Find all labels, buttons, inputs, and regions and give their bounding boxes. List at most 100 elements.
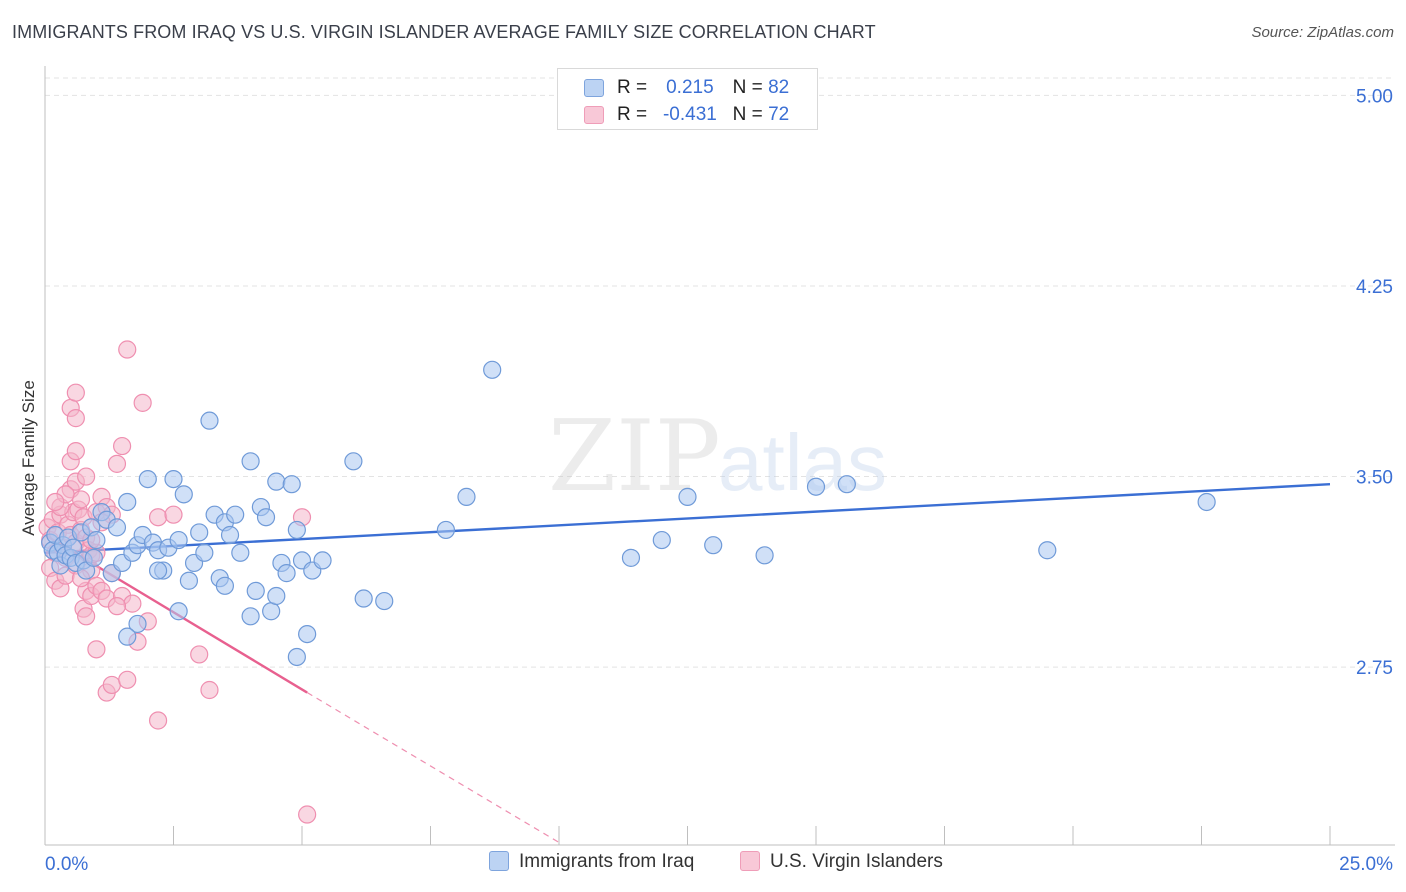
iraq-point (837, 475, 856, 494)
iraq-point (231, 543, 250, 562)
iraq-point (267, 586, 286, 606)
y-tick-label: 4.25 (1356, 277, 1393, 298)
virgin-islander-point (107, 454, 127, 473)
iraq-point (282, 475, 301, 494)
iraq-point (241, 452, 260, 471)
bottom-legend-label: Immigrants from Iraq (519, 851, 695, 872)
y-axis-label: Average Family Size (19, 380, 38, 536)
legend-n-label: N = (732, 104, 763, 125)
iraq-point (256, 508, 276, 527)
bottom-legend-label: U.S. Virgin Islanders (770, 851, 943, 872)
data-points (38, 340, 1216, 824)
x-tick-label: 0.0% (45, 854, 88, 875)
iraq-point (298, 624, 317, 644)
virgin-islander-point (71, 490, 91, 509)
legend-r-label: R = (617, 104, 648, 125)
virgin-islander-point (298, 805, 317, 824)
virgin-islander-point (164, 505, 183, 524)
iraq-point (169, 602, 188, 621)
iraq-point (344, 452, 363, 471)
iraq-point (246, 581, 265, 601)
virgin-islander-point (133, 393, 152, 412)
grid-lines (45, 77, 1395, 668)
iraq-point (262, 602, 281, 621)
iraq-point (806, 477, 826, 496)
iraq-point (436, 520, 456, 540)
virgin-islander-point (77, 607, 96, 626)
iraq-point (138, 469, 157, 489)
virgin-islander-point (87, 640, 106, 659)
axes (44, 66, 1395, 846)
y-tick-label: 2.75 (1356, 658, 1393, 679)
legend-n-label: N = (732, 77, 763, 98)
legend-r-label: R = (617, 77, 648, 98)
iraq-point (190, 523, 209, 542)
virgin-islander-point (102, 675, 121, 695)
watermark-atlas: atlas (718, 418, 887, 507)
legend-r-value: 0.215 (666, 77, 714, 98)
bottom-legend-iraq: Immigrants from Iraq (489, 851, 694, 873)
iraq-point (755, 546, 774, 565)
y-tick-label: 3.50 (1356, 468, 1393, 489)
iraq-point (457, 487, 476, 506)
iraq-point (287, 520, 306, 540)
iraq-point (128, 614, 147, 634)
virgin-islander-point (118, 670, 137, 689)
bottom-legend-swatch-pink (740, 851, 760, 871)
virgin-islander-point (123, 594, 142, 613)
iraq-point (164, 469, 183, 489)
iraq-point (483, 360, 502, 379)
chart-title: IMMIGRANTS FROM IRAQ VS U.S. VIRGIN ISLA… (12, 22, 876, 42)
iraq-point (220, 525, 240, 545)
iraq-point (287, 647, 306, 667)
virgin-islander-point (148, 508, 168, 527)
iraq-point (267, 472, 286, 491)
x-tick-label: 25.0% (1339, 854, 1393, 875)
iraq-point (107, 518, 127, 537)
axis-labels: 2.75 3.50 4.25 5.00 0.0% 25.0% Average Family … (19, 86, 1393, 875)
iraq-point (84, 548, 103, 567)
iraq-point (313, 551, 332, 570)
iraq-point (226, 505, 245, 524)
virgin-islander-point (200, 680, 219, 700)
iraq-point (1197, 492, 1216, 512)
legend-n-value: 82 (768, 77, 790, 98)
iraq-point (215, 576, 234, 595)
virgin-islander-point (66, 442, 85, 461)
virgin-islander-point (66, 383, 85, 402)
virgin-islander-trend-extension (306, 692, 560, 843)
y-tick-label: 5.00 (1356, 86, 1393, 107)
virgin-islander-point (112, 436, 132, 456)
source-label: Source: ZipAtlas.com (1251, 24, 1394, 41)
legend-n-value: 72 (768, 104, 790, 125)
virgin-islander-point (118, 340, 137, 359)
legend-r-value: -0.431 (662, 104, 717, 125)
iraq-point (277, 564, 296, 583)
bottom-legend-virgin-islanders: U.S. Virgin Islanders (740, 851, 943, 873)
virgin-islander-point (66, 409, 85, 428)
iraq-point (200, 411, 219, 430)
iraq-point (678, 487, 697, 506)
iraq-point (195, 543, 214, 562)
virgin-islander-point (148, 711, 168, 730)
iraq-point (169, 530, 188, 550)
iraq-point (179, 571, 199, 590)
iraq-trend-line (44, 482, 1331, 554)
iraq-point (241, 607, 260, 626)
iraq-point (174, 485, 193, 504)
iraq-point (118, 627, 137, 646)
bottom-legend-swatch-blue (489, 851, 509, 871)
iraq-point (704, 536, 723, 555)
iraq-point (621, 548, 641, 567)
virgin-islander-point (190, 645, 209, 664)
iraq-point (148, 561, 168, 580)
virgin-islander-point (46, 492, 65, 512)
watermark: ZIP atlas (548, 400, 887, 514)
legend-swatch-pink (584, 106, 604, 124)
legend-swatch-blue (584, 79, 604, 97)
iraq-point (652, 530, 671, 550)
iraq-point (118, 492, 137, 512)
iraq-point (87, 530, 106, 550)
stats-legend: R = 0.215 N = 82 R = -0.431 N = 72 (557, 68, 818, 130)
